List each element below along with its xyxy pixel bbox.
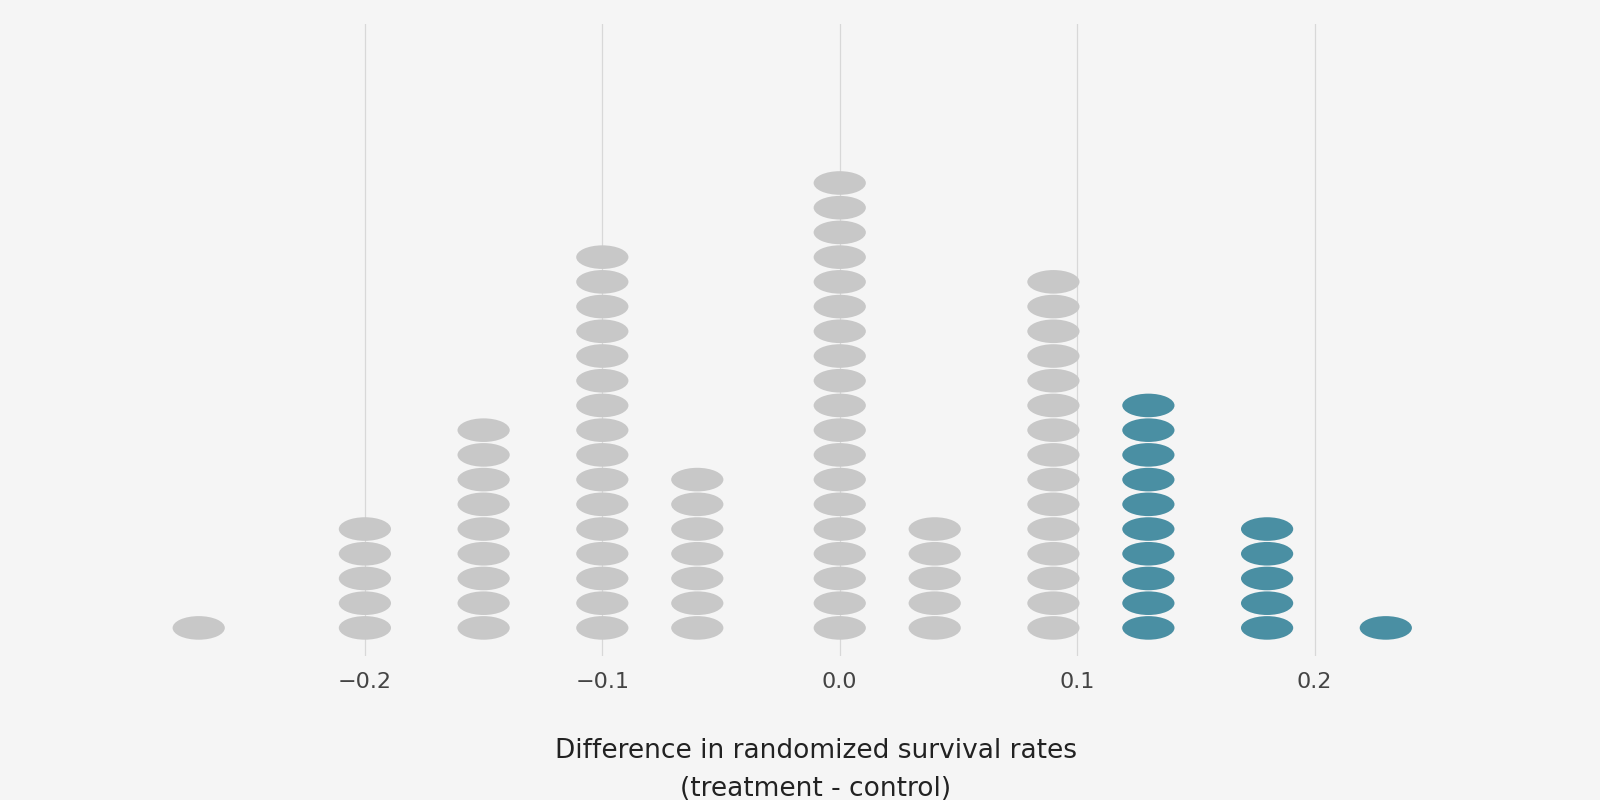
Ellipse shape — [909, 542, 962, 566]
Ellipse shape — [1122, 468, 1174, 491]
Ellipse shape — [1027, 443, 1080, 466]
Ellipse shape — [1122, 418, 1174, 442]
Ellipse shape — [339, 591, 390, 615]
Text: Difference in randomized survival rates: Difference in randomized survival rates — [555, 738, 1077, 764]
Ellipse shape — [458, 616, 510, 640]
Ellipse shape — [458, 418, 510, 442]
Ellipse shape — [1242, 518, 1293, 541]
Ellipse shape — [1027, 394, 1080, 418]
Ellipse shape — [814, 196, 866, 219]
Ellipse shape — [576, 294, 629, 318]
Ellipse shape — [814, 344, 866, 368]
Ellipse shape — [1027, 468, 1080, 491]
Ellipse shape — [814, 518, 866, 541]
Ellipse shape — [1027, 319, 1080, 343]
Ellipse shape — [670, 616, 723, 640]
Ellipse shape — [670, 468, 723, 491]
Ellipse shape — [1027, 270, 1080, 294]
Ellipse shape — [458, 518, 510, 541]
Ellipse shape — [814, 246, 866, 269]
Ellipse shape — [814, 319, 866, 343]
Ellipse shape — [670, 542, 723, 566]
Ellipse shape — [814, 468, 866, 491]
Ellipse shape — [576, 369, 629, 393]
Ellipse shape — [1027, 493, 1080, 516]
Ellipse shape — [576, 418, 629, 442]
Ellipse shape — [1027, 616, 1080, 640]
Ellipse shape — [909, 566, 962, 590]
Ellipse shape — [458, 566, 510, 590]
Ellipse shape — [814, 270, 866, 294]
Ellipse shape — [1122, 394, 1174, 418]
Ellipse shape — [576, 616, 629, 640]
Ellipse shape — [339, 616, 390, 640]
Ellipse shape — [339, 542, 390, 566]
Ellipse shape — [814, 616, 866, 640]
Ellipse shape — [670, 591, 723, 615]
Ellipse shape — [1122, 493, 1174, 516]
Ellipse shape — [1242, 566, 1293, 590]
Ellipse shape — [458, 468, 510, 491]
Ellipse shape — [1122, 591, 1174, 615]
Ellipse shape — [576, 468, 629, 491]
Ellipse shape — [576, 394, 629, 418]
Ellipse shape — [1027, 418, 1080, 442]
Ellipse shape — [1027, 294, 1080, 318]
Ellipse shape — [1027, 344, 1080, 368]
Ellipse shape — [1122, 616, 1174, 640]
Ellipse shape — [458, 443, 510, 466]
Ellipse shape — [576, 344, 629, 368]
Ellipse shape — [458, 493, 510, 516]
Ellipse shape — [670, 566, 723, 590]
Ellipse shape — [1027, 542, 1080, 566]
Ellipse shape — [1122, 566, 1174, 590]
Ellipse shape — [909, 616, 962, 640]
Ellipse shape — [1027, 518, 1080, 541]
Ellipse shape — [576, 319, 629, 343]
Ellipse shape — [576, 591, 629, 615]
Ellipse shape — [1122, 542, 1174, 566]
Ellipse shape — [814, 566, 866, 590]
Ellipse shape — [814, 493, 866, 516]
Ellipse shape — [576, 443, 629, 466]
Ellipse shape — [576, 246, 629, 269]
Ellipse shape — [576, 518, 629, 541]
Ellipse shape — [909, 518, 962, 541]
Ellipse shape — [576, 493, 629, 516]
Ellipse shape — [576, 542, 629, 566]
Ellipse shape — [1027, 591, 1080, 615]
Ellipse shape — [814, 418, 866, 442]
Ellipse shape — [339, 566, 390, 590]
Ellipse shape — [458, 542, 510, 566]
Ellipse shape — [1122, 518, 1174, 541]
Ellipse shape — [1122, 443, 1174, 466]
Ellipse shape — [458, 591, 510, 615]
Ellipse shape — [670, 493, 723, 516]
Ellipse shape — [173, 616, 226, 640]
Ellipse shape — [576, 566, 629, 590]
Ellipse shape — [814, 171, 866, 194]
Ellipse shape — [814, 443, 866, 466]
Text: (treatment - control): (treatment - control) — [680, 776, 952, 800]
Ellipse shape — [814, 591, 866, 615]
Ellipse shape — [814, 394, 866, 418]
Ellipse shape — [814, 369, 866, 393]
Ellipse shape — [814, 221, 866, 244]
Ellipse shape — [814, 542, 866, 566]
Ellipse shape — [339, 518, 390, 541]
Ellipse shape — [1242, 591, 1293, 615]
Ellipse shape — [1027, 566, 1080, 590]
Ellipse shape — [670, 518, 723, 541]
Ellipse shape — [909, 591, 962, 615]
Ellipse shape — [1242, 542, 1293, 566]
Ellipse shape — [814, 294, 866, 318]
Ellipse shape — [1027, 369, 1080, 393]
Ellipse shape — [576, 270, 629, 294]
Ellipse shape — [1242, 616, 1293, 640]
Ellipse shape — [1360, 616, 1411, 640]
